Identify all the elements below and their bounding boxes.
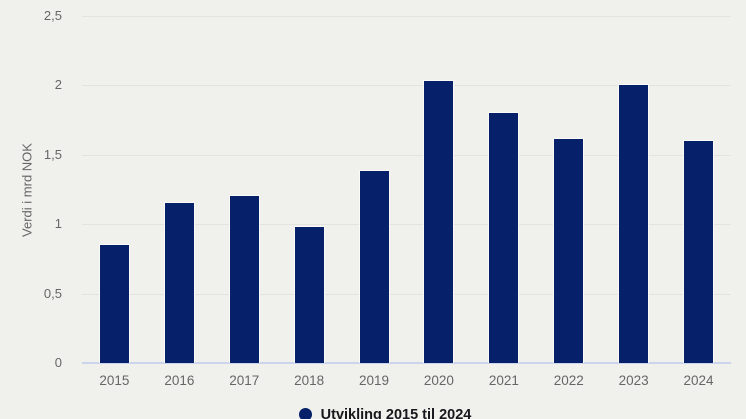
gridline <box>82 16 731 17</box>
x-tick-label-2020: 2020 <box>423 373 454 388</box>
gridline <box>82 154 731 156</box>
gridline <box>82 85 731 87</box>
bar-2017[interactable] <box>228 195 260 363</box>
bar-2021[interactable] <box>488 112 520 363</box>
x-axis-line <box>82 362 731 364</box>
y-tick-label: 2 <box>54 77 62 93</box>
y-tick-label: 0 <box>54 355 62 370</box>
x-axis-labels: 2015 2016 2017 2018 2019 2020 2021 2022 2023 2024 <box>82 373 731 391</box>
y-tick-label: 0,5 <box>43 285 62 301</box>
x-tick-label-2015: 2015 <box>99 373 130 388</box>
y-tick-label: 1,5 <box>43 146 62 162</box>
bar-2024[interactable] <box>683 140 715 363</box>
gridline <box>82 293 731 295</box>
x-tick-label-2018: 2018 <box>294 373 325 388</box>
bar-2022[interactable] <box>553 138 585 363</box>
bar-2016[interactable] <box>163 202 195 363</box>
x-tick-label-2017: 2017 <box>229 373 260 388</box>
y-tick-label: 2,5 <box>43 8 62 23</box>
gridline <box>82 224 731 226</box>
legend-marker-icon <box>298 408 312 419</box>
bar-2019[interactable] <box>358 170 390 363</box>
y-axis-ticks: 0 0,5 1 1,5 2 2,5 <box>0 8 62 370</box>
legend-label: Utvikling 2015 til 2024 <box>320 407 472 419</box>
bar-2023[interactable] <box>618 84 650 363</box>
x-tick-label-2021: 2021 <box>488 373 519 388</box>
bar-2020[interactable] <box>423 80 455 363</box>
y-tick-label: 1 <box>54 216 62 232</box>
bar-2015[interactable] <box>98 244 130 363</box>
x-tick-label-2022: 2022 <box>553 373 584 388</box>
x-tick-label-2024: 2024 <box>683 373 714 388</box>
legend[interactable]: Utvikling 2015 til 2024 <box>12 406 746 419</box>
bar-2018[interactable] <box>293 226 325 363</box>
x-tick-label-2019: 2019 <box>359 373 390 388</box>
x-tick-label-2016: 2016 <box>164 373 195 388</box>
plot-area <box>82 16 731 364</box>
x-tick-label-2023: 2023 <box>618 373 649 388</box>
